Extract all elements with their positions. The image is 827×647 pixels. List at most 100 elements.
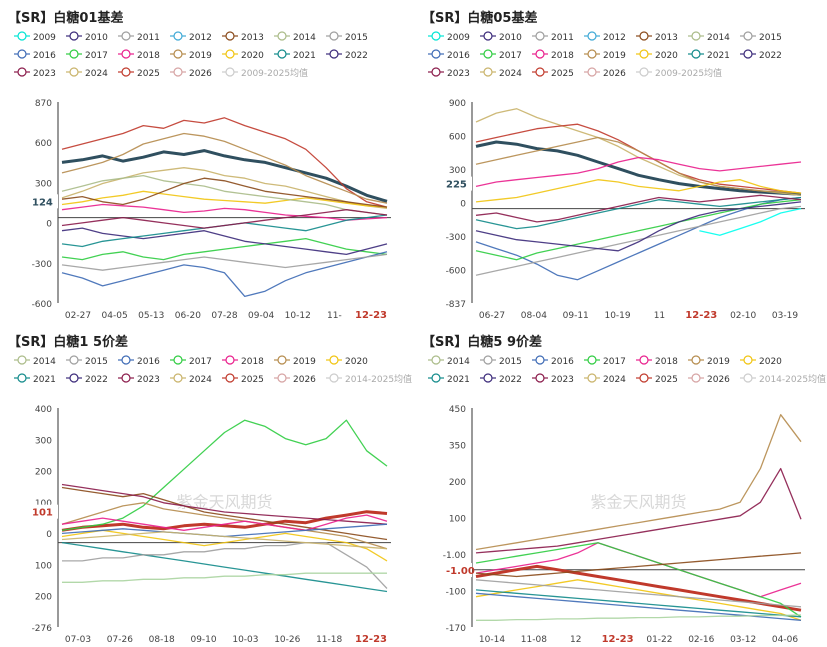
legend-swatch-marker <box>483 31 493 41</box>
legend-item[interactable]: 2009 <box>14 31 56 43</box>
legend-item[interactable]: 2009-2025均值 <box>636 67 722 79</box>
legend-item[interactable]: 2026 <box>584 67 626 79</box>
legend-item[interactable]: 2022 <box>740 49 782 61</box>
legend-item[interactable]: 2025 <box>222 373 264 385</box>
legend-item[interactable]: 2025 <box>118 67 160 79</box>
legend-item[interactable]: 2023 <box>14 67 56 79</box>
legend-item[interactable]: 2019 <box>688 355 730 367</box>
legend-swatch-marker <box>431 49 441 59</box>
legend-item[interactable]: 2020 <box>636 49 678 61</box>
series-line <box>475 179 802 203</box>
legend-item[interactable]: 2013 <box>222 31 264 43</box>
legend-swatch-marker <box>587 67 597 77</box>
legend-swatch-marker <box>225 49 235 59</box>
series-line <box>475 467 802 554</box>
series-line <box>61 174 388 216</box>
x-tick-label: 01-22 <box>646 635 672 645</box>
legend-label: 2020 <box>241 51 264 61</box>
legend-swatch-marker <box>17 31 27 41</box>
legend-item[interactable]: 2021 <box>14 373 56 385</box>
legend-item[interactable]: 2023 <box>428 67 470 79</box>
legend-swatch-marker <box>173 31 183 41</box>
legend-item[interactable]: 2012 <box>584 31 626 43</box>
legend-item[interactable]: 2017 <box>170 355 212 367</box>
legend-item[interactable]: 2016 <box>428 49 470 61</box>
legend-item[interactable]: 2009-2025均值 <box>222 67 308 79</box>
legend-swatch-marker <box>121 31 131 41</box>
x-tick-label: 03-19 <box>772 311 798 321</box>
legend-item[interactable]: 2024 <box>480 67 522 79</box>
legend-item[interactable]: 2015 <box>66 355 108 367</box>
y-tick-label: -600 <box>446 267 467 277</box>
legend-item[interactable]: 2023 <box>532 373 574 385</box>
legend-swatch-marker <box>431 373 441 383</box>
y-tick-label: -1.00 <box>443 551 467 561</box>
legend-item[interactable]: 2015 <box>326 31 368 43</box>
legend-item[interactable]: 2020 <box>740 355 782 367</box>
legend-item[interactable]: 2024 <box>66 67 108 79</box>
legend-item[interactable]: 2017 <box>584 355 626 367</box>
y-tick-label: 200 <box>35 468 52 478</box>
legend-item[interactable]: 2015 <box>740 31 782 43</box>
legend-item[interactable]: 2009 <box>428 31 470 43</box>
legend-item[interactable]: 2026 <box>274 373 316 385</box>
legend-item[interactable]: 2026 <box>170 67 212 79</box>
x-tick-label: 02-10 <box>730 311 756 321</box>
legend-item[interactable]: 2024 <box>584 373 626 385</box>
legend-item[interactable]: 2012 <box>170 31 212 43</box>
legend-label: 2023 <box>137 375 160 385</box>
legend-item[interactable]: 2017 <box>66 49 108 61</box>
current-value-box <box>30 194 58 209</box>
legend-item[interactable]: 2014-2025均值 <box>326 373 412 385</box>
legend-item[interactable]: 2021 <box>428 373 470 385</box>
legend-item[interactable]: 2017 <box>480 49 522 61</box>
legend-item[interactable]: 2026 <box>688 373 730 385</box>
legend-item[interactable]: 2018 <box>636 355 678 367</box>
legend-swatch-marker <box>535 31 545 41</box>
legend-item[interactable]: 2025 <box>636 373 678 385</box>
series-line <box>475 123 802 194</box>
legend-item[interactable]: 2018 <box>222 355 264 367</box>
legend-item[interactable]: 2018 <box>118 49 160 61</box>
series-line <box>61 167 388 210</box>
legend-item[interactable]: 2010 <box>480 31 522 43</box>
legend-item[interactable]: 2021 <box>274 49 316 61</box>
legend-item[interactable]: 2016 <box>532 355 574 367</box>
legend-swatch-marker <box>225 67 235 77</box>
legend-item[interactable]: 2020 <box>222 49 264 61</box>
legend-item[interactable]: 2016 <box>14 49 56 61</box>
legend-item[interactable]: 2015 <box>480 355 522 367</box>
y-tick-label: -170 <box>446 624 467 634</box>
legend-label: 2017 <box>603 357 626 367</box>
legend-item[interactable]: 2022 <box>480 373 522 385</box>
legend-item[interactable]: 2019 <box>170 49 212 61</box>
legend-item[interactable]: 2018 <box>532 49 574 61</box>
legend-item[interactable]: 2014 <box>274 31 316 43</box>
legend-item[interactable]: 2024 <box>170 373 212 385</box>
legend-item[interactable]: 2013 <box>636 31 678 43</box>
series-line <box>61 149 388 203</box>
legend-swatch-marker <box>483 373 493 383</box>
legend-item[interactable]: 2019 <box>274 355 316 367</box>
legend-item[interactable]: 2021 <box>688 49 730 61</box>
legend-item[interactable]: 2014 <box>14 355 56 367</box>
legend-label: 2014 <box>707 33 730 43</box>
legend-item[interactable]: 2022 <box>66 373 108 385</box>
legend-item[interactable]: 2011 <box>118 31 160 43</box>
legend-item[interactable]: 2025 <box>532 67 574 79</box>
legend-item[interactable]: 2014-2025均值 <box>740 373 826 385</box>
series-line <box>61 237 388 261</box>
legend-item[interactable]: 2011 <box>532 31 574 43</box>
legend-item[interactable]: 2020 <box>326 355 368 367</box>
legend-item[interactable]: 2022 <box>326 49 368 61</box>
legend-item[interactable]: 2019 <box>584 49 626 61</box>
legend-swatch-marker <box>17 373 27 383</box>
series-line <box>475 199 802 261</box>
legend-item[interactable]: 2014 <box>688 31 730 43</box>
legend-item[interactable]: 2023 <box>118 373 160 385</box>
series-line <box>61 190 388 208</box>
legend-item[interactable]: 2016 <box>118 355 160 367</box>
legend-item[interactable]: 2010 <box>66 31 108 43</box>
y-tick-label: -600 <box>32 300 53 310</box>
legend-item[interactable]: 2014 <box>428 355 470 367</box>
